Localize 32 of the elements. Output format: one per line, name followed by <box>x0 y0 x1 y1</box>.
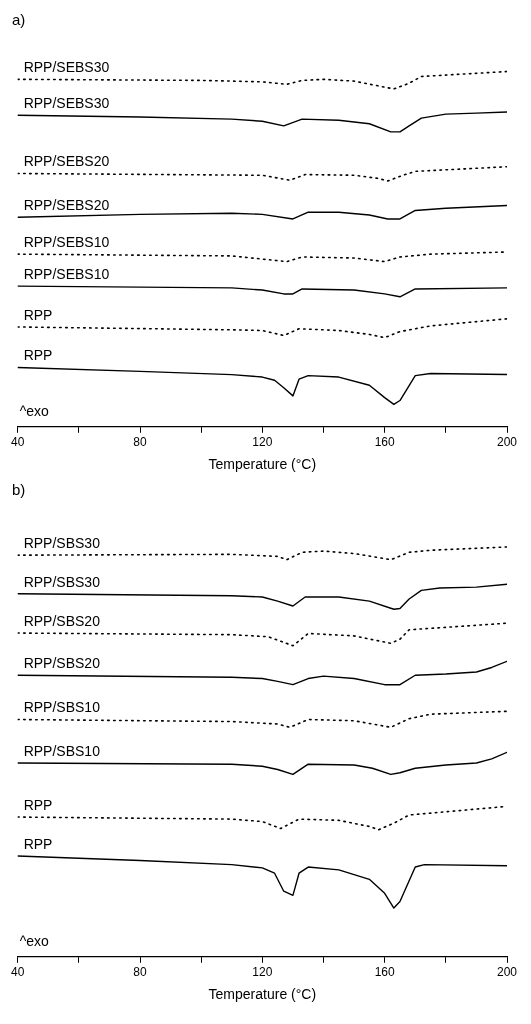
annotation: ^exo <box>19 402 50 419</box>
x-tick-label: 200 <box>496 965 518 980</box>
series-label: RPP <box>23 796 53 813</box>
series-label: RPP/SEBS20 <box>23 153 110 170</box>
x-tick-label: 40 <box>10 965 25 980</box>
series-label: RPP/SEBS30 <box>23 95 110 112</box>
annotation: ^exo <box>19 932 50 949</box>
x-tick-label: 160 <box>374 965 395 980</box>
series-label: RPP/SEBS30 <box>23 59 110 76</box>
x-tick-label: 200 <box>496 435 518 450</box>
chart-title: b) <box>12 481 26 499</box>
series-label: RPP <box>23 835 53 852</box>
series-label: RPP <box>23 347 53 364</box>
series-label: RPP/SEBS10 <box>23 265 110 282</box>
x-tick-label: 120 <box>252 965 273 980</box>
series-label: RPP <box>23 306 53 323</box>
x-axis-title: Temperature (°C) <box>208 986 317 1003</box>
series-label: RPP/SEBS20 <box>23 197 110 214</box>
x-tick-label: 160 <box>374 435 395 450</box>
series-label: RPP/SBS30 <box>23 535 101 552</box>
series-label: RPP/SBS20 <box>23 612 101 629</box>
x-tick-label: 40 <box>10 435 25 450</box>
series-label: RPP/SBS10 <box>23 742 101 759</box>
chart-title: a) <box>12 11 26 29</box>
series-label: RPP/SBS30 <box>23 573 101 590</box>
x-tick-label: 80 <box>133 965 147 980</box>
series-label: RPP/SBS10 <box>23 699 101 716</box>
series-label: RPP/SEBS10 <box>23 234 110 250</box>
series-label: RPP/SBS20 <box>23 655 101 672</box>
x-tick-label: 80 <box>133 435 147 450</box>
x-tick-label: 120 <box>252 435 273 450</box>
x-axis-title: Temperature (°C) <box>208 456 317 473</box>
